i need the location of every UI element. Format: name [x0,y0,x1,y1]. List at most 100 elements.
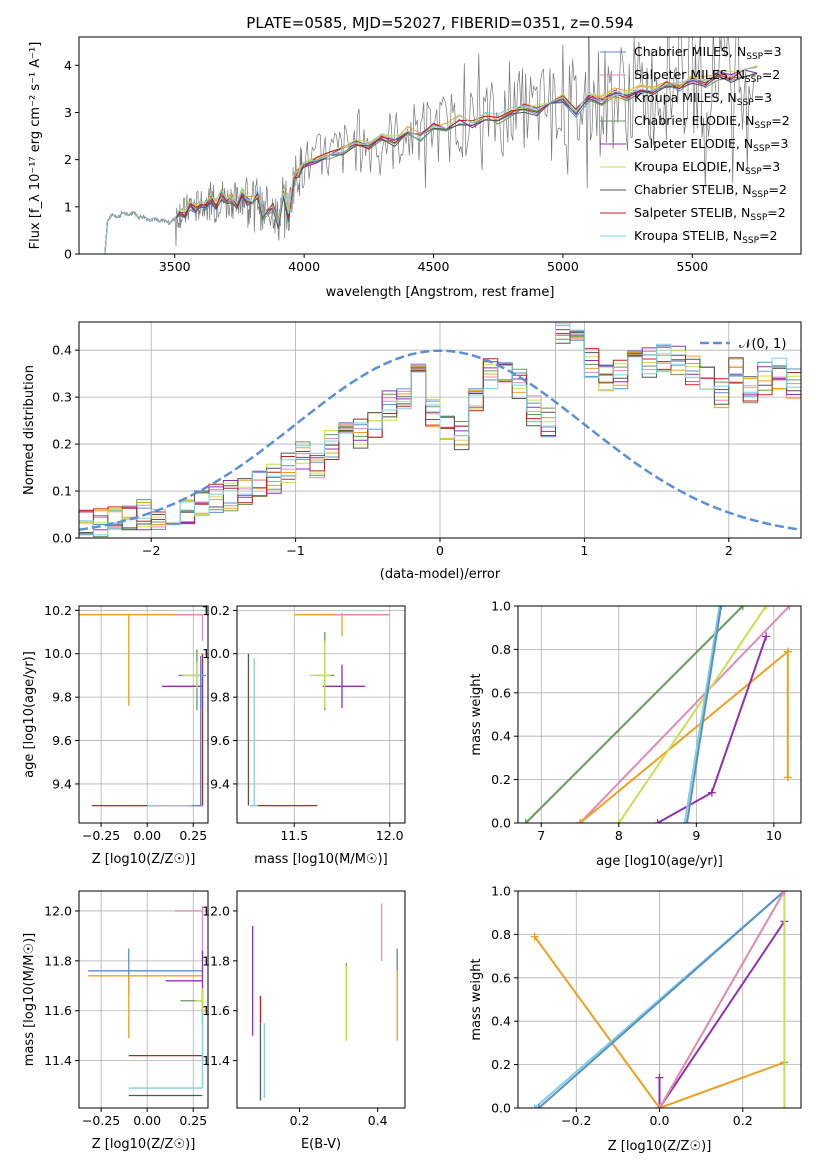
x-axis-label: Z [log10(Z/Z☉)] [92,1137,196,1152]
mass-weight-marker [783,773,792,782]
legend-subscript: SSP [745,167,762,177]
legend-count: =2 [771,113,789,128]
x-tick-label: 10 [766,828,782,843]
mass-weight-line [683,606,721,823]
mass-weight-line [579,606,791,823]
x-tick-label: 0.0 [650,1113,670,1128]
x-tick-label: 3500 [159,259,191,274]
x-tick-label: 7 [537,828,545,843]
x-axis-label: age [log10(age/yr)] [596,854,723,869]
mass-weight-marker [738,606,747,610]
y-axis-label: Normed distribution [22,365,37,495]
axes-mass-EBV: 0.2 0.4 11.4 11.6 11.8 12.0 E(B-V) [202,890,406,1152]
x-tick-label: 0.00 [133,828,161,843]
legend-entry: Kroupa ELODIE, NSSP=3 [634,159,780,177]
y-axis-label: mass weight [469,673,484,755]
x-axis-label: (data-model)/error [380,567,501,582]
legend-subscript: SSP [737,98,754,108]
mass-weight-marker [717,606,726,610]
y-tick-label: 11.6 [202,1003,230,1018]
y-axis-label: age [log10(age/yr)] [22,651,37,778]
mass-weight-marker [680,819,689,823]
y-tick-label: 10.0 [202,646,230,661]
y-tick-label: 10.2 [44,603,72,618]
x-tick-label: 12.0 [376,828,404,843]
y-tick-label: 4 [64,58,72,73]
y-tick-label: 0.2 [491,772,511,787]
mass-weight-marker [762,632,771,641]
x-tick-label: −0.25 [82,828,120,843]
y-tick-label: 9.6 [52,733,72,748]
legend-count: =2 [762,67,780,82]
y-tick-label: 9.4 [52,776,72,791]
axes-age-Z: −0.25 0.00 0.25 9.4 9.6 9.8 10.0 10.2 Z [log10(Z… [22,603,209,867]
axes-mass-Z: −0.25 0.00 0.25 11.4 11.6 11.8 12.0 Z [log10(Z/… [22,890,209,1152]
legend-entry: Salpeter ELODIE, NSSP=3 [634,136,788,154]
plot-area-mass-EBV [251,903,398,1101]
mass-weight-marker [530,1104,539,1108]
x-tick-label: −2 [142,543,160,558]
legend-subscript: SSP [745,75,762,85]
mass-weight-marker [576,819,585,823]
mass-weight-marker [521,819,530,823]
plot-area-age-mass [247,612,390,807]
legend-subscript: SSP [750,213,767,223]
mass-weight-marker [653,819,662,823]
mass-weight-line [617,606,767,823]
y-tick-label: 11.4 [44,1053,72,1068]
y-tick-label: 0.3 [52,390,72,405]
mass-weight-marker [780,891,789,895]
axes-weight-age: 7 8 9 10 0.0 0.2 0.4 0.6 0.8 1.0 age [log10(age/yr… [469,599,802,869]
x-tick-label: 0.25 [179,1113,207,1128]
y-tick-label: 0.6 [491,970,511,985]
y-tick-label: 9.6 [210,733,230,748]
legend-count: =3 [770,136,788,151]
plot-area-residuals [79,322,801,538]
x-axis-label: wavelength [Angstrom, rest frame] [326,285,555,300]
mass-weight-marker [614,819,623,823]
legend-count: =3 [754,90,772,105]
axes-frame [236,605,406,824]
mass-weight-line [658,920,786,1108]
y-tick-label: 11.6 [44,1003,72,1018]
axes-frame [78,890,209,1109]
x-tick-label: 4500 [418,259,450,274]
mass-weight-marker [783,647,792,656]
x-tick-label: 0.2 [290,1113,310,1128]
x-tick-label: 0.00 [133,1113,161,1128]
legend-entry: 𝒩(0, 1) [739,337,786,352]
legend-count: =2 [759,228,777,243]
mass-weight-line [538,891,786,1108]
mass-weight-marker [683,819,692,823]
mass-weight-marker [655,1073,664,1082]
y-tick-label: 1 [64,199,72,214]
y-tick-label: 0.8 [491,927,511,942]
mass-weight-marker [530,932,539,941]
legend-entry: Kroupa STELIB, NSSP=2 [634,228,778,246]
axes-age-mass: 11.5 12.0 9.4 9.6 9.8 10.0 10.2 mass [log10(M/M… [202,603,406,867]
y-tick-label: 9.4 [210,776,230,791]
mass-weight-line [525,606,744,823]
legend-subscript: SSP [754,121,771,131]
legend-count: =2 [769,182,787,197]
x-tick-label: 2 [725,543,733,558]
axes-frame [78,321,802,539]
axes-frame [78,605,209,824]
y-tick-label: 3 [64,105,72,120]
model-spectrum-line [104,66,758,254]
y-tick-label: 0.0 [491,1101,511,1116]
x-tick-label: 0.25 [179,828,207,843]
mass-weight-marker [785,606,794,610]
y-tick-label: 11.8 [202,953,230,968]
figure-title: PLATE=0585, MJD=52027, FIBERID=0351, z=0… [246,14,633,32]
x-tick-label: 0.4 [368,1113,388,1128]
y-tick-label: 0.6 [491,685,511,700]
y-tick-label: 0.2 [491,1057,511,1072]
legend-subscript: SSP [742,236,759,246]
y-tick-label: 0.0 [491,816,511,831]
plot-area-mass-Z [88,905,204,1097]
legend-count: =3 [762,159,780,174]
x-tick-label: 8 [615,828,623,843]
legend-entry: Chabrier ELODIE, NSSP=2 [634,113,790,131]
